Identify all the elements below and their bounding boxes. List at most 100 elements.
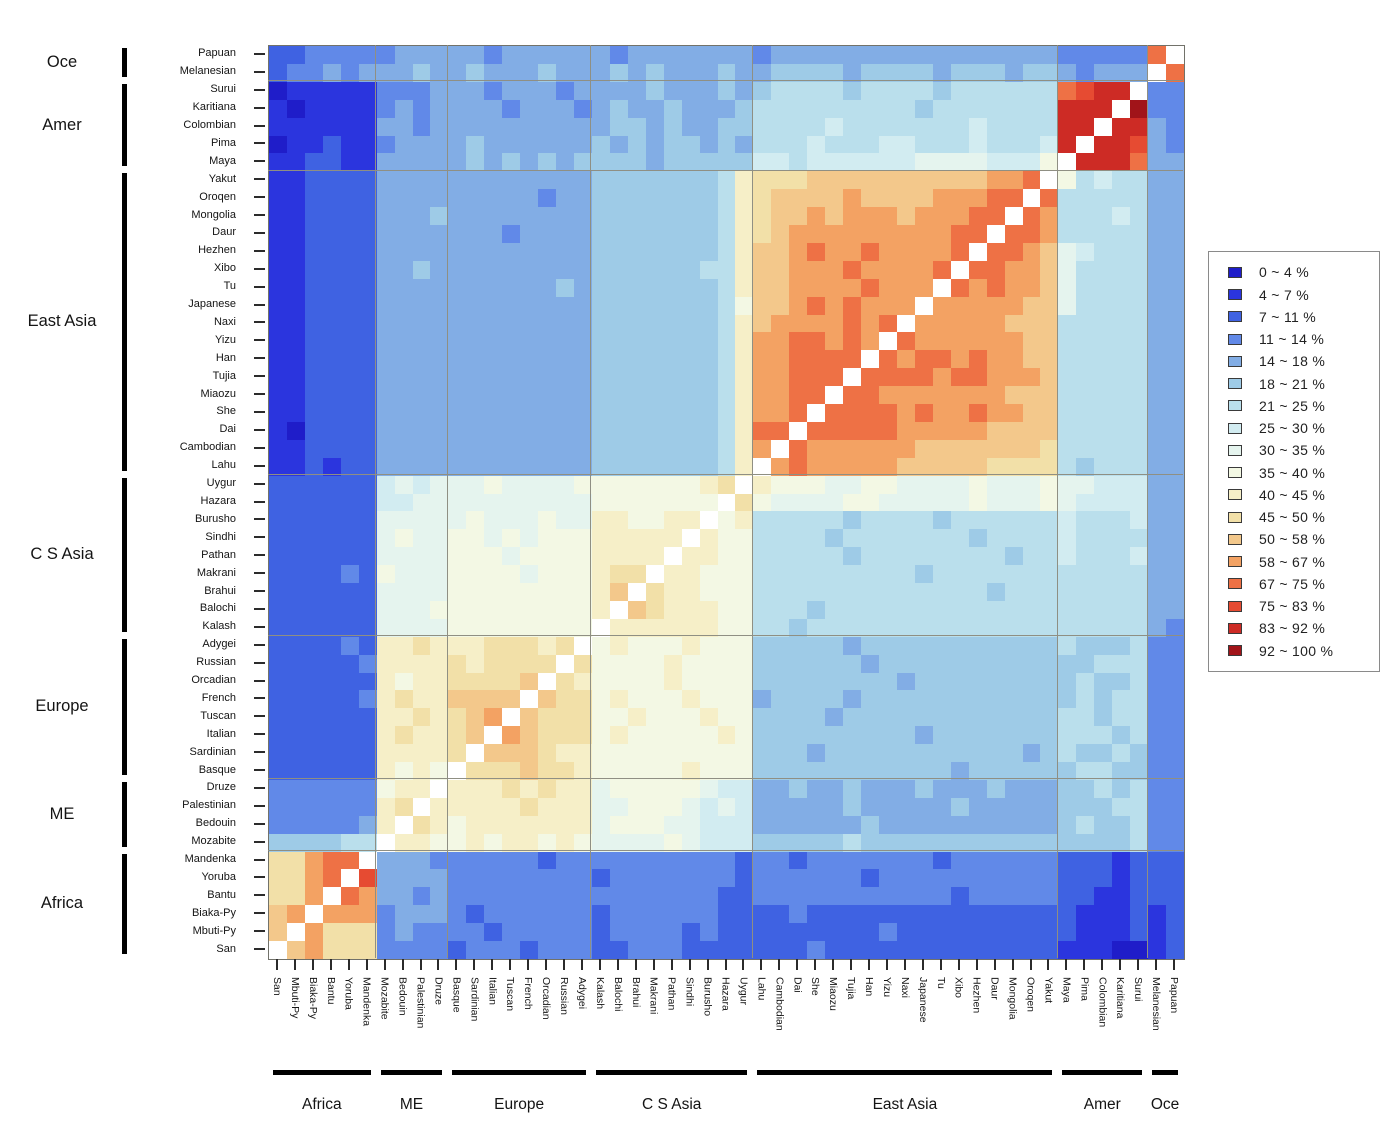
heatmap-cell bbox=[879, 242, 897, 261]
row-label: Japanese bbox=[188, 298, 236, 311]
heatmap-cell bbox=[1148, 332, 1167, 351]
heatmap-cell bbox=[1166, 779, 1184, 798]
heatmap-cell bbox=[1148, 260, 1167, 279]
heatmap-cell bbox=[717, 851, 736, 870]
row-tick bbox=[254, 625, 265, 628]
heatmap-cell bbox=[896, 851, 915, 870]
heatmap-cell bbox=[1022, 242, 1041, 261]
heatmap-cell bbox=[699, 278, 718, 297]
heatmap-cell bbox=[843, 636, 862, 655]
row-tick bbox=[254, 339, 265, 342]
col-tick bbox=[706, 959, 709, 970]
heatmap-cell bbox=[502, 887, 521, 906]
heatmap-cell bbox=[358, 941, 377, 959]
heatmap-cell bbox=[986, 439, 1005, 458]
heatmap-cell bbox=[340, 63, 359, 82]
heatmap-cell bbox=[394, 81, 413, 100]
heatmap-cell bbox=[1130, 762, 1149, 780]
heatmap-cell bbox=[717, 63, 736, 82]
heatmap-cell bbox=[556, 636, 574, 655]
heatmap-cell bbox=[1094, 941, 1113, 959]
heatmap-cell bbox=[1058, 923, 1077, 942]
heatmap-cell bbox=[502, 797, 521, 816]
heatmap-cell bbox=[627, 332, 646, 351]
heatmap-cell bbox=[896, 189, 915, 208]
heatmap-cell bbox=[1094, 726, 1113, 745]
heatmap-cell bbox=[609, 225, 628, 243]
heatmap-cell bbox=[412, 117, 431, 136]
heatmap-cell bbox=[1076, 815, 1095, 834]
heatmap-cell bbox=[376, 887, 395, 906]
heatmap-cell bbox=[448, 332, 467, 351]
heatmap-cell bbox=[286, 583, 305, 601]
heatmap-cell bbox=[448, 905, 467, 924]
heatmap-cell bbox=[412, 99, 431, 118]
heatmap-cell bbox=[699, 923, 718, 942]
heatmap-cell bbox=[412, 278, 431, 297]
legend-swatch bbox=[1228, 467, 1242, 478]
heatmap-cell bbox=[340, 726, 359, 745]
heatmap-cell bbox=[717, 386, 736, 405]
heatmap-cell bbox=[825, 941, 844, 959]
heatmap-cell bbox=[1130, 869, 1149, 888]
heatmap-cell bbox=[322, 314, 341, 333]
heatmap-cell bbox=[825, 225, 844, 243]
heatmap-cell bbox=[1040, 690, 1059, 709]
heatmap-cell bbox=[699, 475, 718, 494]
heatmap-cell bbox=[753, 654, 772, 673]
heatmap-cell bbox=[753, 368, 772, 387]
heatmap-cell bbox=[914, 815, 933, 834]
col-label: Makrani bbox=[647, 977, 660, 1015]
heatmap-cell bbox=[466, 278, 485, 297]
heatmap-cell bbox=[1112, 171, 1131, 190]
heatmap-cell bbox=[556, 654, 574, 673]
heatmap-cell bbox=[376, 278, 395, 297]
heatmap-cell bbox=[484, 815, 503, 834]
heatmap-cell bbox=[699, 779, 718, 798]
heatmap-cell bbox=[789, 600, 808, 619]
heatmap-cell bbox=[843, 404, 862, 422]
heatmap-cell bbox=[735, 135, 754, 154]
heatmap-cell bbox=[502, 690, 521, 709]
row-tick bbox=[254, 643, 265, 646]
heatmap-cell bbox=[735, 46, 754, 64]
heatmap-cell bbox=[879, 296, 897, 315]
heatmap-cell bbox=[304, 905, 323, 924]
heatmap-cell bbox=[681, 762, 700, 780]
heatmap-cell bbox=[466, 242, 485, 261]
heatmap-cell bbox=[538, 135, 557, 154]
heatmap-cell bbox=[376, 81, 395, 100]
heatmap-cell bbox=[556, 815, 574, 834]
heatmap-cell bbox=[304, 762, 323, 780]
heatmap-cell bbox=[556, 368, 574, 387]
heatmap-cell bbox=[896, 475, 915, 494]
heatmap-cell bbox=[879, 923, 897, 942]
heatmap-cell bbox=[914, 636, 933, 655]
heatmap-cell bbox=[896, 869, 915, 888]
col-label: Italian bbox=[486, 977, 499, 1006]
heatmap-cell bbox=[932, 565, 951, 584]
heatmap-cell bbox=[1004, 117, 1023, 136]
heatmap-cell bbox=[1130, 618, 1149, 637]
heatmap-cell bbox=[1058, 887, 1077, 906]
heatmap-cell bbox=[753, 207, 772, 226]
heatmap-cell bbox=[771, 225, 790, 243]
heatmap-cell bbox=[502, 260, 521, 279]
heatmap-cell bbox=[789, 81, 808, 100]
heatmap-cell bbox=[1148, 153, 1167, 172]
heatmap-cell bbox=[466, 833, 485, 852]
heatmap-cell bbox=[968, 99, 987, 118]
heatmap-cell bbox=[789, 869, 808, 888]
heatmap-cell bbox=[735, 511, 754, 530]
heatmap-cell bbox=[735, 869, 754, 888]
heatmap-cell bbox=[699, 135, 718, 154]
heatmap-cell bbox=[466, 493, 485, 512]
heatmap-cell bbox=[771, 565, 790, 584]
heatmap-cell bbox=[358, 869, 377, 888]
heatmap-cell bbox=[1040, 207, 1059, 226]
heatmap-cell bbox=[574, 153, 592, 172]
heatmap-cell bbox=[681, 439, 700, 458]
heatmap-cell bbox=[502, 404, 521, 422]
heatmap-cell bbox=[484, 439, 503, 458]
